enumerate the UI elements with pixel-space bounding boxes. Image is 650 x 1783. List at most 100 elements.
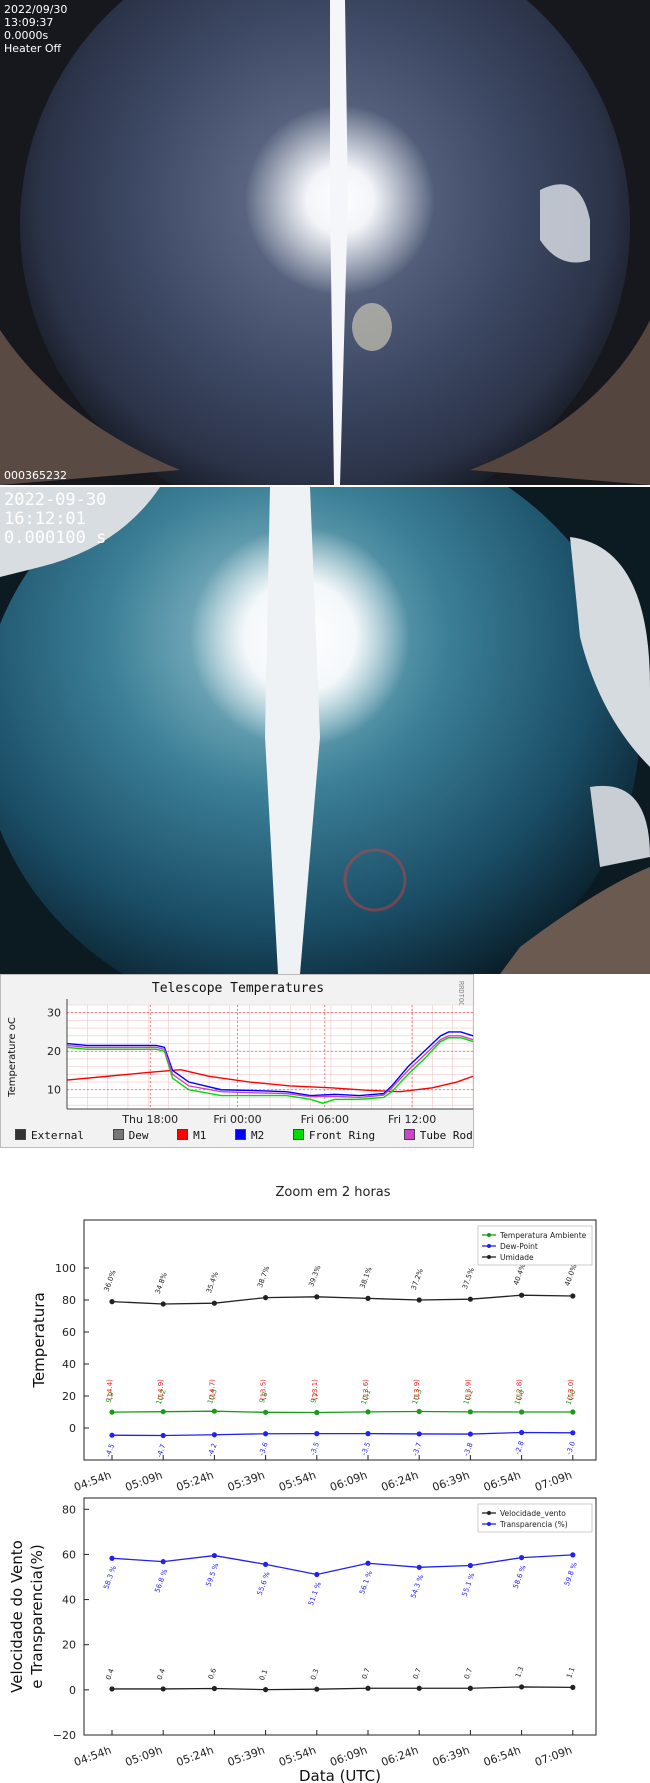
telescope-temperatures-chart: Telescope Temperatures RRDTOOL / TOBI OE…	[0, 974, 474, 1148]
x-tick-label: 05:39h	[226, 1744, 267, 1769]
data-point	[314, 1571, 320, 1578]
data-point	[109, 1686, 115, 1692]
y-tick-label: 40	[62, 1594, 76, 1607]
x-tick-label: 06:39h	[431, 1744, 472, 1769]
data-point	[160, 1409, 166, 1415]
data-point	[211, 1432, 217, 1438]
x-tick-label: 07:09h	[533, 1469, 574, 1494]
camera1-exposure: 0.0000s	[4, 29, 49, 42]
x-tick-label: 06:09h	[328, 1469, 369, 1494]
data-label-red: (13.5)	[260, 1379, 268, 1400]
data-point	[365, 1431, 371, 1437]
data-label: 0.4	[104, 1667, 116, 1681]
fisheye-sky-image-2	[0, 487, 650, 974]
legend-marker	[487, 1244, 491, 1248]
camera2-exposure: 0.000100 s	[4, 528, 107, 548]
wind-transparency-panel-legend	[477, 1503, 593, 1533]
legend-dew: Dew	[112, 1129, 148, 1142]
y-tick-label: 80	[62, 1294, 76, 1307]
data-label-red: (13.1)	[311, 1379, 319, 1400]
series-line-umidade	[111, 1294, 573, 1305]
data-point	[416, 1564, 422, 1570]
data-label-red: (13.0)	[567, 1379, 575, 1400]
series-line-tube-rod	[66, 1035, 474, 1099]
legend-label: Temperatura Ambiente	[499, 1231, 587, 1240]
data-point	[109, 1409, 115, 1415]
data-point	[519, 1554, 525, 1561]
x-tick-label: 05:09h	[123, 1744, 164, 1769]
camera1-frame-id: 000365232	[4, 469, 67, 482]
zoom-2-hours-chart: Zoom em 2 horas 100 80 60 40 20 0 04:54h 05:09h 0…	[8, 1185, 597, 1783]
x-tick-label: 06:09h	[328, 1744, 369, 1769]
data-label-red: (13.6)	[362, 1379, 370, 1400]
legend-external: External	[15, 1129, 84, 1142]
y-axis-label: Temperature oC	[7, 1017, 18, 1098]
data-point	[519, 1684, 525, 1690]
data-point	[570, 1430, 576, 1436]
data-label-red: (12.8)	[516, 1379, 524, 1400]
data-point	[211, 1685, 217, 1692]
legend-label: Velocidade_vento	[500, 1509, 566, 1518]
x-tick-label: Fri 06:00	[301, 1113, 349, 1125]
data-label: 0.1	[258, 1668, 269, 1681]
allsky-camera-1-image: 2022/09/30 13:09:37 0.0000s Heater Off 0…	[0, 0, 650, 485]
legend-marker	[487, 1522, 491, 1526]
allsky-camera-2-image: 2022-09-30 16:12:01 0.000100 s	[0, 487, 650, 974]
data-point	[467, 1431, 473, 1437]
y-tick-label: 40	[62, 1358, 76, 1371]
data-point	[570, 1684, 576, 1690]
legend-marker	[487, 1233, 491, 1237]
data-point	[365, 1685, 371, 1691]
data-label-red: (14.4)	[106, 1379, 114, 1400]
data-label-red: (13.9)	[464, 1379, 472, 1400]
zoom-chart-title: Zoom em 2 horas	[275, 1185, 390, 1200]
data-point	[467, 1296, 473, 1302]
x-tick-label: 05:54h	[277, 1469, 318, 1494]
x-axis-label: Data (UTC)	[299, 1767, 381, 1783]
x-tick-label: 05:24h	[175, 1469, 216, 1494]
data-label: 1.3	[514, 1666, 525, 1679]
data-point	[263, 1561, 269, 1567]
temperature-panel-legend	[477, 1225, 593, 1266]
data-point	[365, 1560, 371, 1566]
y-tick-label: 0	[69, 1684, 76, 1697]
data-label: 1.1	[565, 1666, 576, 1679]
data-point	[416, 1408, 422, 1415]
x-tick-label: 05:39h	[226, 1469, 267, 1494]
data-label: 9.9	[104, 1391, 115, 1404]
data-label: 0.4	[156, 1667, 168, 1681]
y-tick-label: 20	[62, 1390, 76, 1403]
camera2-time: 16:12:01	[4, 509, 86, 529]
camera1-heater-status: Heater Off	[4, 42, 62, 55]
data-label: 9.7	[309, 1391, 320, 1404]
data-point	[416, 1685, 422, 1691]
series-line-temperatura-ambiente	[111, 1410, 573, 1414]
y-tick-label: −20	[53, 1729, 76, 1742]
data-label: 0.7	[360, 1667, 371, 1680]
x-tick-label: 06:54h	[482, 1744, 523, 1769]
series-line-front-ring	[66, 1037, 474, 1104]
wind-transparency-panel-y-axis-label: e Transparencia(%)	[28, 1544, 46, 1689]
chart-title: Telescope Temperatures	[151, 981, 325, 996]
data-point	[160, 1686, 166, 1692]
data-label: 0.7	[463, 1667, 474, 1680]
x-tick-label: Fri 00:00	[213, 1113, 261, 1125]
x-tick-label: 06:54h	[482, 1469, 523, 1494]
data-point	[467, 1685, 473, 1691]
chart-legend: External Dew M1 M2 Front Ring Tube Rod	[15, 1129, 473, 1142]
legend-marker	[487, 1511, 491, 1515]
data-point	[263, 1409, 269, 1415]
wind-transparency-panel-y-axis-label: Velocidade do Vento	[8, 1540, 26, 1693]
y-tick-label: 100	[55, 1262, 76, 1275]
data-point	[109, 1432, 115, 1438]
series-line-dew-point	[111, 1431, 573, 1437]
data-label-red: (14.9)	[157, 1379, 165, 1400]
x-tick-label: 06:24h	[379, 1469, 420, 1494]
data-label: 0.6	[207, 1667, 219, 1681]
data-label: 0.7	[412, 1667, 423, 1680]
data-point	[314, 1409, 320, 1416]
temperature-panel-y-axis-label: Temperatura	[30, 1292, 48, 1388]
telescope-temperatures-plot: 30 20 10 Thu 18:00 Fri 00:00 Fri 06:00 Fri 12:…	[7, 999, 474, 1125]
series-line-m2	[66, 1031, 474, 1097]
data-point	[519, 1409, 525, 1415]
